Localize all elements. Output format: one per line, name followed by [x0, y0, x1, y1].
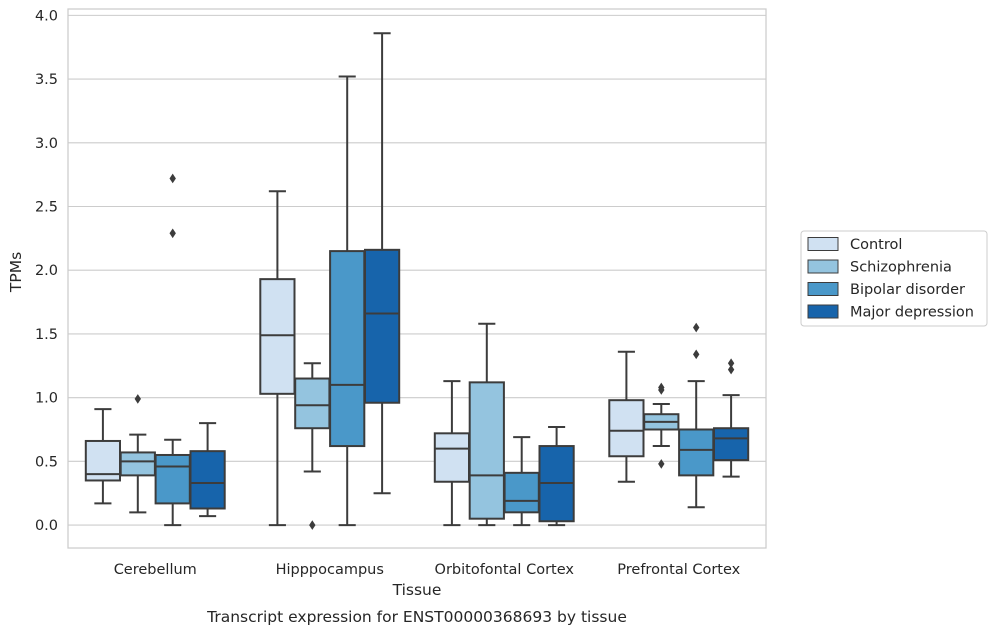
box-body: [678, 428, 715, 477]
box-body: [189, 450, 226, 510]
box-body: [259, 278, 296, 395]
outlier-point: [309, 520, 316, 530]
legend-label: Major depression: [850, 305, 974, 321]
outlier-point: [169, 173, 176, 184]
box-schizophrenia: [294, 362, 331, 530]
box-body: [468, 381, 505, 520]
plot-frame: [67, 8, 767, 549]
box-body: [119, 451, 156, 477]
outlier-point: [693, 322, 700, 333]
y-tick-label: 0.0: [35, 518, 58, 534]
x-tick-label: Prefrontal Cortex: [617, 562, 740, 578]
box-schizophrenia: [119, 394, 156, 514]
x-tick-label: Cerebellum: [114, 562, 197, 578]
outlier-point: [134, 394, 141, 404]
box-bipolar-disorder: [678, 322, 715, 509]
y-axis-label: TPMs: [7, 252, 25, 293]
box-control: [433, 380, 471, 527]
box-major-depression: [363, 32, 401, 495]
legend-label: Control: [850, 237, 902, 253]
box-body: [294, 377, 331, 430]
box-major-depression: [538, 425, 575, 527]
box-control: [608, 350, 645, 483]
outlier-point: [658, 459, 665, 469]
x-tick-labels: Cerebellum Hipppocampus Orbitofontal Corte…: [114, 562, 741, 578]
y-tick-label: 1.5: [35, 327, 58, 343]
box-body: [329, 250, 366, 448]
y-tick-label: 3.5: [35, 72, 58, 88]
box-body: [154, 453, 191, 505]
chart-caption: Transcript expression for ENST0000036869…: [206, 608, 627, 626]
outlier-point: [727, 364, 735, 375]
outlier-point: [658, 382, 665, 393]
y-tick-label: 0.5: [35, 454, 58, 470]
y-tick-label: 4.0: [35, 8, 58, 24]
y-tick-label: 2.0: [35, 263, 58, 279]
box-major-depression: [189, 422, 226, 518]
legend-swatch: [807, 282, 839, 296]
x-tick-label: Orbitofontal Cortex: [435, 562, 575, 578]
box-body: [433, 432, 471, 483]
box-bipolar-disorder: [329, 75, 366, 527]
y-tick-labels: 0.0 0.5 1.0 1.5 2.0 2.5 3.0 3.5 4.0: [35, 8, 58, 534]
outlier-point: [727, 358, 735, 369]
box-control: [84, 408, 122, 505]
legend-swatch: [807, 304, 839, 319]
outlier-point: [169, 228, 176, 239]
x-tick-label: Hipppocampus: [276, 562, 384, 578]
y-tick-label: 1.0: [35, 391, 58, 407]
legend-swatch: [807, 259, 839, 274]
box-plots: [84, 32, 750, 530]
box-schizophrenia: [643, 382, 680, 469]
box-bipolar-disorder: [503, 436, 540, 527]
legend: Control Schizophrenia Bipolar disorder Majo…: [800, 230, 988, 327]
legend-label: Schizophrenia: [850, 260, 952, 276]
box-body: [712, 427, 750, 462]
y-tick-label: 3.0: [35, 136, 58, 152]
x-axis-label: Tissue: [392, 581, 442, 599]
box-bipolar-disorder: [154, 173, 191, 527]
box-body: [503, 471, 540, 514]
box-body: [608, 399, 645, 458]
box-control: [259, 190, 296, 527]
y-tick-label: 2.5: [35, 200, 58, 216]
box-schizophrenia: [468, 322, 505, 527]
outlier-point: [693, 349, 700, 360]
box-body: [363, 248, 401, 404]
legend-label: Bipolar disorder: [850, 282, 965, 298]
box-major-depression: [712, 358, 750, 478]
legend-swatch: [807, 237, 839, 251]
legend-frame: [800, 230, 988, 327]
